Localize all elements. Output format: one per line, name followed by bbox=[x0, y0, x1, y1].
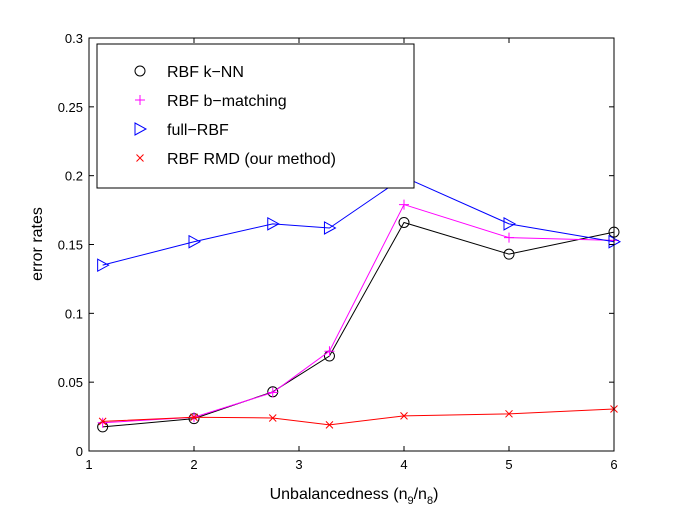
x-axis-label-end: ) bbox=[433, 486, 438, 503]
x-tick-label: 5 bbox=[505, 457, 512, 472]
data-point bbox=[503, 217, 517, 231]
data-point bbox=[190, 413, 198, 422]
data-point bbox=[97, 258, 110, 272]
data-point bbox=[505, 409, 513, 418]
data-point bbox=[400, 412, 408, 420]
series-line bbox=[102, 176, 615, 266]
x-axis-label-sub1: 9 bbox=[407, 495, 413, 507]
series-0 bbox=[97, 216, 620, 433]
data-point bbox=[398, 216, 410, 228]
x-tick-label: 4 bbox=[400, 457, 407, 472]
series-line bbox=[102, 221, 615, 428]
series-line bbox=[102, 203, 615, 424]
legend: RBF k−NN RBF b−matching full−RBF RBF RMD (o… bbox=[96, 43, 415, 189]
legend-label: RBF b−matching bbox=[167, 93, 287, 110]
data-point bbox=[268, 414, 277, 422]
data-point bbox=[323, 221, 337, 235]
legend-marker bbox=[135, 95, 145, 105]
y-tick-label: 0.3 bbox=[65, 31, 83, 46]
series-1 bbox=[97, 199, 619, 428]
legend-box bbox=[96, 43, 415, 189]
x-axis-label-sub2: 8 bbox=[427, 495, 433, 507]
data-point bbox=[98, 417, 107, 426]
data-point bbox=[97, 417, 108, 428]
data-point bbox=[267, 387, 278, 398]
y-axis-label: error rates bbox=[29, 207, 46, 281]
plot-marks bbox=[97, 170, 622, 433]
y-tick-label: 0.15 bbox=[58, 238, 83, 253]
y-tick-label: 0.25 bbox=[58, 100, 83, 115]
series-3 bbox=[98, 405, 618, 429]
y-tick-label: 0 bbox=[76, 444, 83, 459]
x-axis-label: Unbalancedness (n9/n8) bbox=[270, 486, 439, 507]
y-tick-label: 0.1 bbox=[65, 306, 83, 321]
x-axis-label-mid: /n bbox=[414, 486, 427, 503]
x-tick-label: 3 bbox=[295, 457, 302, 472]
data-point bbox=[324, 346, 335, 357]
x-axis-label-main: Unbalancedness (n bbox=[270, 486, 408, 503]
legend-label: RBF RMD (our method) bbox=[167, 151, 336, 168]
legend-label: full−RBF bbox=[167, 122, 229, 139]
x-tick-label: 1 bbox=[85, 457, 92, 472]
data-point bbox=[188, 234, 202, 249]
legend-marker bbox=[136, 154, 144, 162]
legend-label: RBF k−NN bbox=[167, 64, 244, 81]
axis-ticks: 1 2 3 4 5 6 0 0.05 0.1 0.15 0.2 0.25 0.3 bbox=[58, 31, 618, 472]
y-tick-label: 0.05 bbox=[58, 375, 83, 390]
data-point bbox=[399, 199, 409, 210]
y-tick-label: 0.2 bbox=[65, 169, 83, 184]
legend-marker bbox=[134, 122, 148, 136]
x-tick-label: 6 bbox=[610, 457, 617, 472]
data-point bbox=[504, 232, 514, 243]
data-point bbox=[267, 217, 280, 231]
data-point bbox=[503, 248, 515, 260]
x-tick-label: 2 bbox=[190, 457, 197, 472]
data-point bbox=[325, 420, 334, 429]
legend-marker bbox=[134, 65, 146, 77]
series-line bbox=[102, 408, 615, 426]
